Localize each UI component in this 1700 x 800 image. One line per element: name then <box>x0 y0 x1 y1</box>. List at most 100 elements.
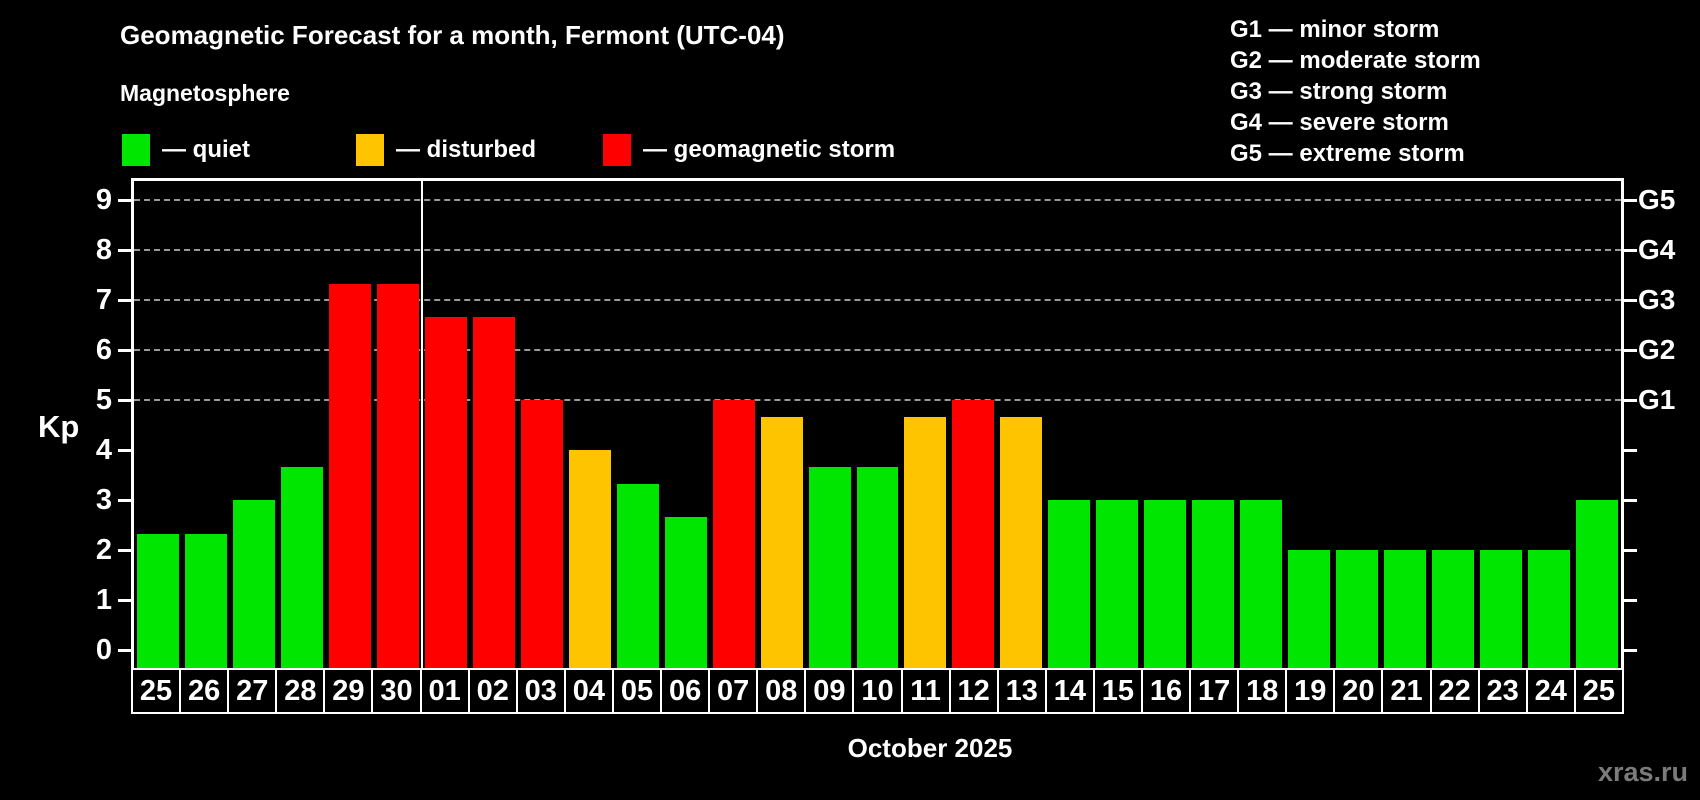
bar-day-24-29 <box>1528 550 1571 668</box>
gridline-kp7 <box>134 299 1621 301</box>
day-cell-15-20: 15 <box>1092 670 1141 712</box>
day-cell-30-5: 30 <box>371 670 419 712</box>
day-cell-18-23: 18 <box>1237 670 1285 712</box>
day-cell-23-28: 23 <box>1477 670 1526 712</box>
day-cell-10-15: 10 <box>852 670 900 712</box>
g3-legend-line: G3 — strong storm <box>1230 78 1448 105</box>
bar-day-10-15 <box>856 466 899 668</box>
bar-day-21-26 <box>1384 550 1427 668</box>
day-cell-19-24: 19 <box>1285 670 1333 712</box>
left-tick-kp4 <box>118 448 131 452</box>
day-cell-09-14: 09 <box>804 670 852 712</box>
y-axis-label-0: 0 <box>95 634 112 666</box>
quiet-label: — quiet <box>162 136 250 163</box>
bar-day-01-6 <box>424 316 467 668</box>
day-cell-28-3: 28 <box>275 670 323 712</box>
g-axis-label-G4: G4 <box>1638 234 1676 265</box>
day-cell-25-0: 25 <box>139 674 173 707</box>
y-axis-label-2: 2 <box>95 534 112 566</box>
g2-legend-line: G2 — moderate storm <box>1230 47 1481 74</box>
day-cell-12-17: 12 <box>948 670 997 712</box>
day-cell-29-4: 29 <box>323 670 371 712</box>
left-tick-kp6 <box>118 348 131 352</box>
x-axis-title: October 2025 <box>847 733 1013 763</box>
day-cell-25-30: 25 <box>1573 670 1622 712</box>
bar-day-04-9 <box>568 450 611 668</box>
legend-item-disturbed: — disturbed <box>356 133 536 167</box>
day-cell-26-1: 26 <box>179 670 227 712</box>
g-axis-label-G3: G3 <box>1638 284 1676 315</box>
bar-day-18-23 <box>1240 500 1283 668</box>
y-axis-label-6: 6 <box>95 334 112 366</box>
right-tick-kp7 <box>1624 298 1637 302</box>
month-divider-line <box>420 181 423 668</box>
disturbed-label: — disturbed <box>396 136 537 163</box>
gridline-kp8 <box>134 249 1621 251</box>
g-scale-legend: G1 — minor storm G2 — moderate storm G3 … <box>1230 14 1481 169</box>
legend-item-quiet: — quiet <box>122 133 250 167</box>
gridline-kp6 <box>134 349 1621 351</box>
y-axis-label-3: 3 <box>95 484 112 516</box>
day-cell-22-27: 22 <box>1429 670 1478 712</box>
day-cell-27-2: 27 <box>227 670 275 712</box>
bar-day-05-10 <box>616 483 659 668</box>
day-cell-20-25: 20 <box>1333 670 1381 712</box>
right-tick-kp3 <box>1624 498 1637 502</box>
watermark: xras.ru <box>1597 757 1688 787</box>
bar-day-14-19 <box>1048 500 1091 668</box>
day-cell-04-9: 04 <box>563 670 612 712</box>
bar-day-16-21 <box>1144 500 1187 668</box>
y-axis-label-1: 1 <box>95 584 112 616</box>
x-axis-day-labels: 25 26 27 28 29 30 01 02 03 04 05 06 07 08 09 10 11 12 13 14… <box>131 668 1624 714</box>
day-cell-11-16: 11 <box>900 670 949 712</box>
bar-day-25-30 <box>1576 500 1618 668</box>
bar-day-29-4 <box>328 283 371 668</box>
g-axis-label-G5: G5 <box>1638 184 1676 215</box>
bar-day-19-24 <box>1288 550 1331 668</box>
bar-day-25-0 <box>137 533 179 668</box>
y-axis-label-9: 9 <box>95 184 112 216</box>
quiet-color-swatch <box>122 134 150 166</box>
bar-day-26-1 <box>184 533 227 668</box>
y-axis-label-5: 5 <box>95 384 112 416</box>
bar-day-08-13 <box>760 416 803 668</box>
left-tick-kp7 <box>118 298 131 302</box>
day-cell-08-13: 08 <box>756 670 804 712</box>
left-tick-kp8 <box>118 248 131 252</box>
plot-area <box>118 178 1637 668</box>
y-axis-label-4: 4 <box>95 434 112 466</box>
day-cell-07-12: 07 <box>708 670 756 712</box>
magnetosphere-label: Magnetosphere <box>120 80 290 106</box>
day-cell-24-29: 24 <box>1525 670 1574 712</box>
right-tick-kp9 <box>1624 198 1637 202</box>
bar-day-15-20 <box>1096 500 1139 668</box>
gridline-kp5 <box>134 399 1621 401</box>
gridline-kp9 <box>134 199 1621 201</box>
day-cell-14-19: 14 <box>1044 670 1093 712</box>
day-cell-13-18: 13 <box>996 670 1045 712</box>
disturbed-color-swatch <box>356 134 384 166</box>
bar-day-06-11 <box>664 516 707 668</box>
bar-day-07-12 <box>712 400 755 668</box>
day-cell-01-6: 01 <box>419 670 468 712</box>
day-cell-06-11: 06 <box>660 670 708 712</box>
left-tick-kp9 <box>118 198 131 202</box>
day-cell-05-10: 05 <box>611 670 660 712</box>
g1-legend-line: G1 — minor storm <box>1230 16 1440 43</box>
bar-day-13-18 <box>1000 416 1043 668</box>
right-tick-kp6 <box>1624 348 1637 352</box>
bar-day-12-17 <box>952 400 995 668</box>
day-cell-21-26: 21 <box>1381 670 1429 712</box>
bar-day-28-3 <box>280 466 323 668</box>
bar-day-30-5 <box>376 283 419 668</box>
bar-day-20-25 <box>1336 550 1379 668</box>
y-axis-title: Kp <box>38 409 80 444</box>
storm-label: — geomagnetic storm <box>643 136 896 163</box>
bar-day-03-8 <box>520 400 563 668</box>
g-axis-label-G1: G1 <box>1638 384 1676 415</box>
day-cell-16-21: 16 <box>1140 670 1189 712</box>
bar-day-11-16 <box>904 416 947 668</box>
g4-legend-line: G4 — severe storm <box>1230 109 1449 136</box>
bar-day-27-2 <box>232 500 275 668</box>
